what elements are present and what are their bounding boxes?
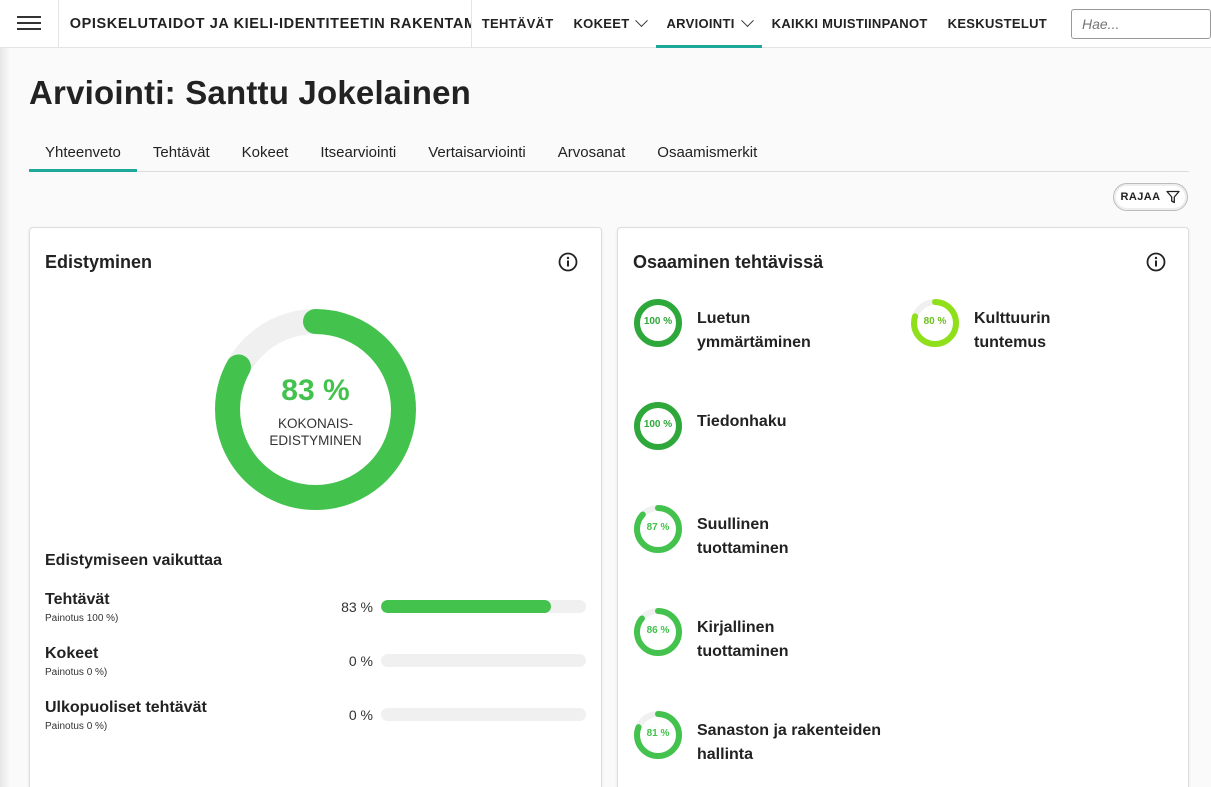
overall-progress-arc	[215, 309, 416, 510]
skill-percent: 100 %	[643, 316, 673, 327]
contributor-row: Tehtävät Painotus 100 %) 83 %	[45, 591, 590, 631]
contributor-weight: Painotus 0 %)	[45, 667, 108, 678]
skill-percent: 81 %	[646, 728, 670, 739]
nav-arviointi[interactable]: ARVIOINTI	[656, 0, 762, 48]
main-nav: TEHTÄVÄT KOKEET ARVIOINTI KAIKKI MUISTII…	[472, 0, 1057, 48]
skill-donut-arc	[634, 505, 682, 553]
nav-keskustelut-label: KESKUSTELUT	[947, 16, 1047, 31]
skill-percent: 100 %	[643, 419, 673, 430]
tab-arvosanat[interactable]: Arvosanat	[557, 143, 626, 161]
nav-kokeet-label: KOKEET	[573, 16, 630, 31]
skill-donut-arc	[911, 299, 959, 347]
skill-donut	[634, 608, 682, 656]
contributor-row: Kokeet Painotus 0 %) 0 %	[45, 645, 590, 685]
tab-vertaisarviointi[interactable]: Vertaisarviointi	[428, 143, 526, 161]
chevron-down-icon	[740, 14, 754, 28]
contributor-name: Kokeet	[45, 645, 99, 662]
skill-percent: 80 %	[923, 316, 947, 327]
overall-progress-label: KOKONAIS- EDISTYMINEN	[215, 415, 416, 449]
overall-progress-donut	[215, 309, 416, 510]
skill-name: Suullinen tuottaminen	[697, 516, 789, 557]
skill-donut	[634, 505, 682, 553]
overall-label-line1: KOKONAIS-	[277, 416, 353, 431]
contributor-weight: Painotus 0 %)	[45, 721, 108, 732]
nav-tehtavat[interactable]: TEHTÄVÄT	[472, 0, 564, 47]
tab-kokeet[interactable]: Kokeet	[241, 143, 289, 161]
tab-osaamismerkit[interactable]: Osaamismerkit	[657, 143, 758, 161]
progress-card-title: Edistyminen	[45, 252, 153, 272]
skill-donut-arc	[634, 299, 682, 347]
hamburger-menu-button[interactable]	[0, 0, 59, 47]
skill-donut	[634, 299, 682, 347]
progress-bar-track	[381, 600, 586, 613]
skill-percent: 86 %	[646, 625, 670, 636]
chevron-down-icon	[635, 14, 649, 28]
overall-progress-percent: 83 %	[281, 374, 350, 407]
nav-arviointi-label: ARVIOINTI	[666, 16, 735, 31]
skill-donut	[634, 711, 682, 759]
skills-card-title: Osaaminen tehtävissä	[633, 252, 824, 272]
skill-donut	[911, 299, 959, 347]
skill-donut	[634, 402, 682, 450]
overall-label-line2: EDISTYMINEN	[269, 433, 362, 448]
nav-kokeet[interactable]: KOKEET	[563, 0, 656, 47]
nav-keskustelut[interactable]: KESKUSTELUT	[938, 0, 1057, 47]
skill-name: Luetun ymmärtäminen	[697, 310, 811, 351]
skill-donut-arc	[634, 402, 682, 450]
tab-yhteenveto[interactable]: Yhteenveto	[29, 134, 137, 172]
contributor-weight: Painotus 100 %)	[45, 613, 119, 624]
filter-icon	[1166, 190, 1181, 204]
skill-donut-arc	[634, 608, 682, 656]
filter-button-label: RAJAA	[1120, 191, 1161, 203]
nav-muistiinpanot-label: KAIKKI MUISTIINPANOT	[771, 16, 928, 31]
top-bar: OPISKELUTAIDOT JA KIELI-IDENTITEETIN RAK…	[0, 0, 1211, 48]
info-icon[interactable]	[558, 252, 578, 272]
search-input[interactable]	[1071, 9, 1211, 39]
progress-bar-track	[381, 708, 586, 721]
contributor-value: 0 %	[348, 707, 373, 723]
nav-tehtavat-label: TEHTÄVÄT	[481, 16, 554, 31]
skill-percent: 87 %	[646, 522, 670, 533]
tab-tehtavat[interactable]: Tehtävät	[152, 143, 210, 161]
skill-name: Kirjallinen tuottaminen	[697, 619, 789, 660]
contributor-value: 0 %	[348, 653, 373, 669]
contributor-value: 83 %	[341, 599, 373, 615]
skill-donut-arc	[634, 711, 682, 759]
skill-name: Sanaston ja rakenteiden hallinta	[697, 722, 882, 763]
skill-name: Kulttuurin tuntemus	[974, 310, 1051, 351]
hamburger-icon	[16, 16, 41, 31]
info-icon[interactable]	[1146, 252, 1166, 272]
nav-kaikki-muistiinpanot[interactable]: KAIKKI MUISTIINPANOT	[762, 0, 938, 47]
progress-card: Edistyminen 83 % KOKONAIS- EDISTYMINEN E…	[29, 227, 602, 787]
filter-button[interactable]: RAJAA	[1113, 183, 1188, 211]
contributor-name: Tehtävät	[45, 591, 110, 608]
progress-bar-fill	[381, 600, 552, 613]
progress-bar-track	[381, 654, 586, 667]
page-title: Arviointi: Santtu Jokelainen	[29, 74, 471, 111]
course-title[interactable]: OPISKELUTAIDOT JA KIELI-IDENTITEETIN RAK…	[59, 0, 472, 47]
tab-itsearviointi[interactable]: Itsearviointi	[320, 143, 397, 161]
contributor-name: Ulkopuoliset tehtävät	[45, 699, 207, 716]
evaluation-tabs: Yhteenveto Tehtävät Kokeet Itsearviointi…	[29, 134, 1189, 172]
contributors-heading: Edistymiseen vaikuttaa	[45, 552, 222, 569]
skills-card: Osaaminen tehtävissä 100 % Luetun ymmärt…	[617, 227, 1189, 787]
skill-name: Tiedonhaku	[697, 413, 787, 430]
left-edge-shadow	[0, 0, 10, 787]
contributor-row: Ulkopuoliset tehtävät Painotus 0 %) 0 %	[45, 699, 590, 739]
